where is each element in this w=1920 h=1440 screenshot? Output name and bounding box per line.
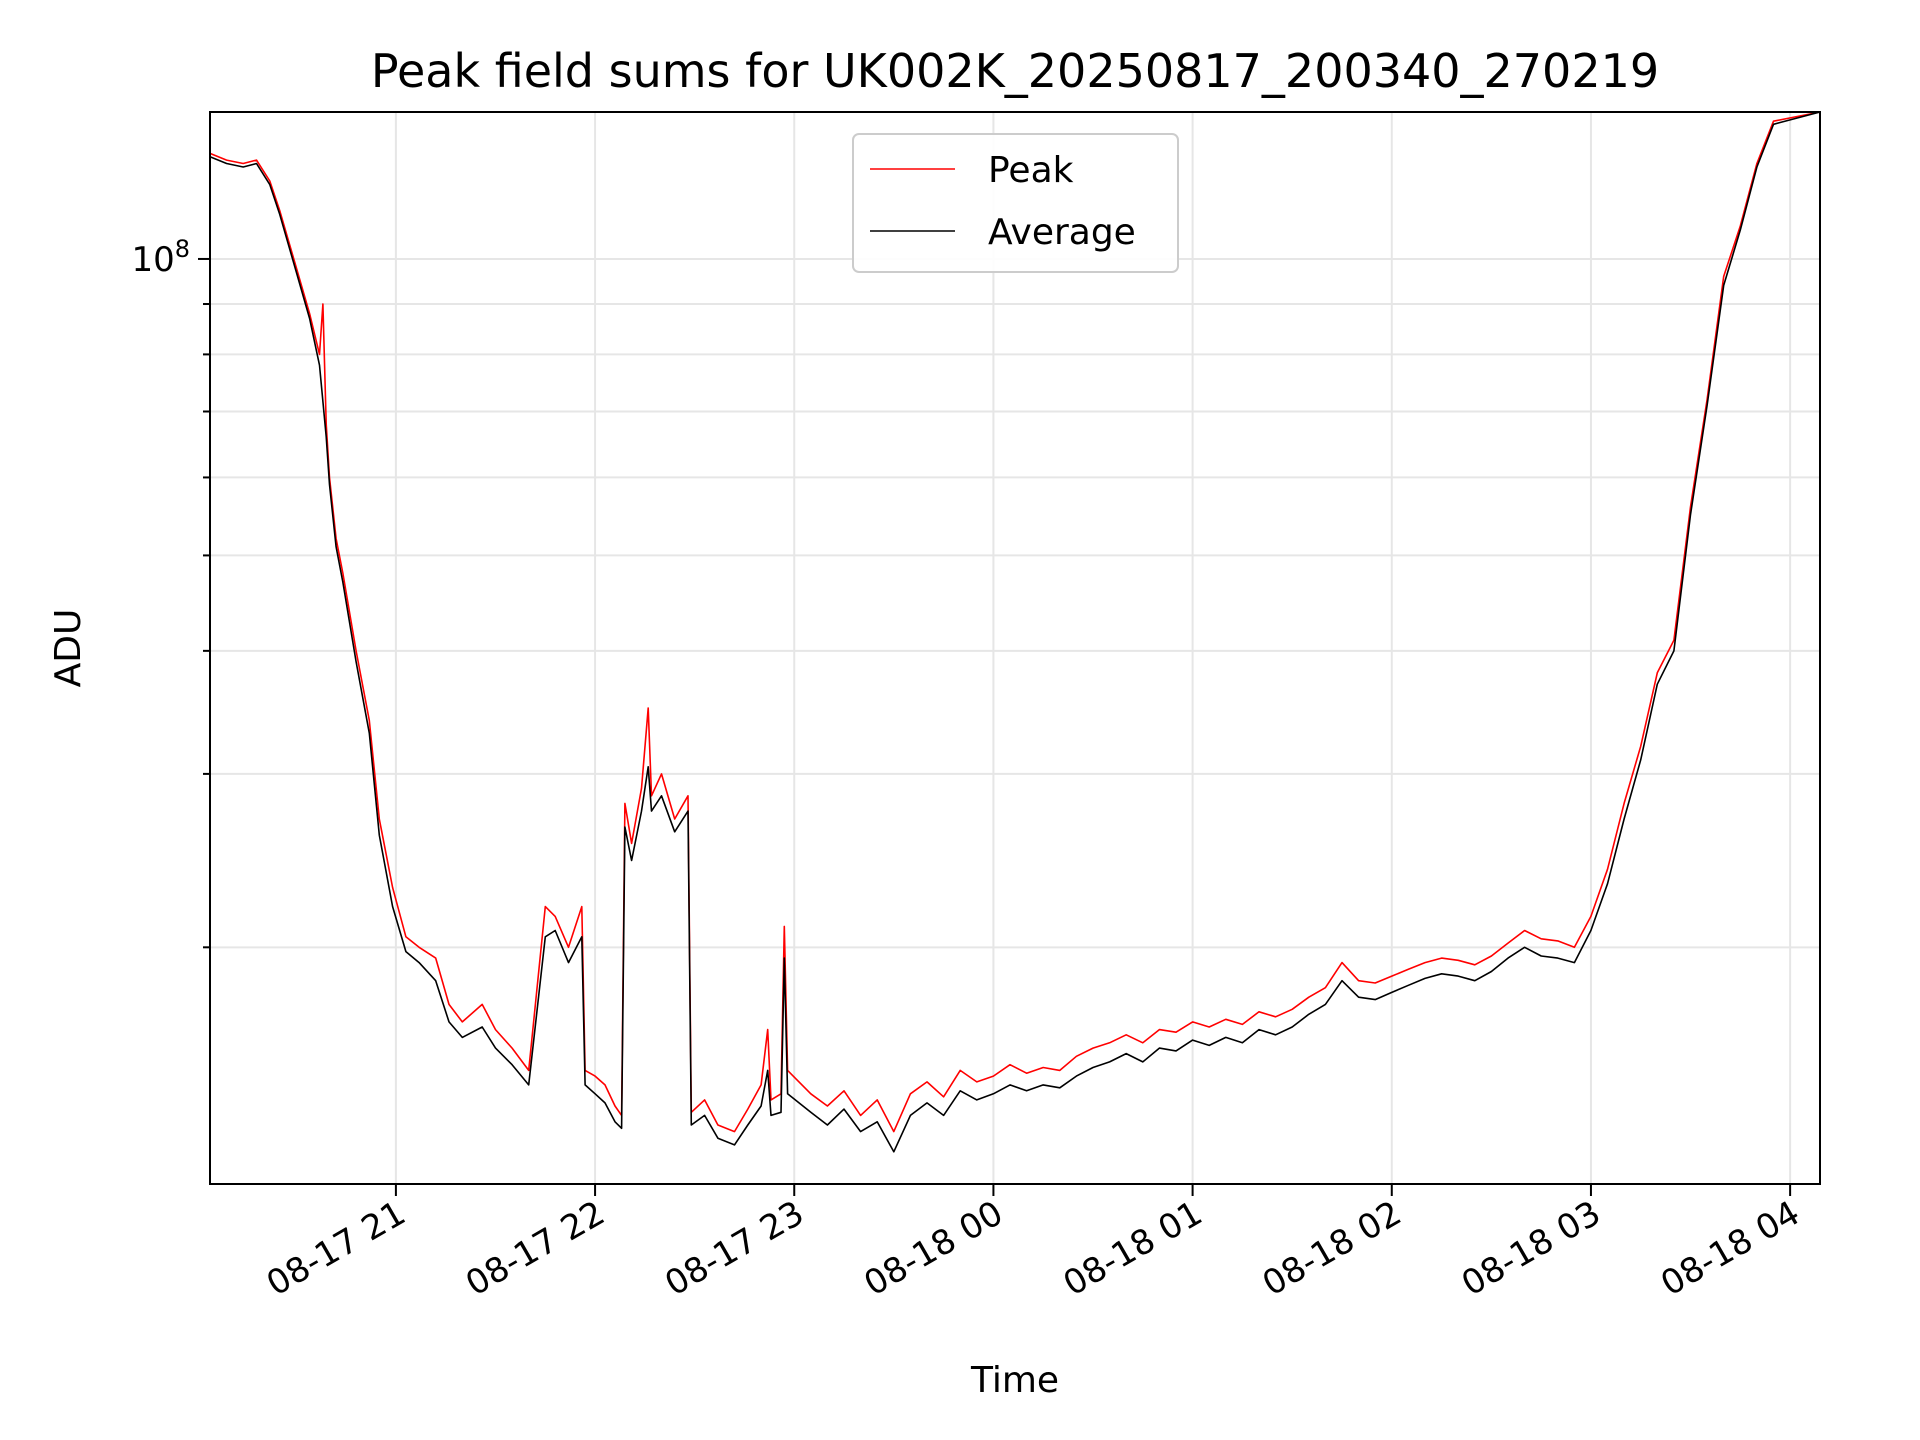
- y-axis: 108: [131, 235, 210, 949]
- series-line-peak: [209, 111, 1821, 1133]
- x-axis-label: Time: [970, 1360, 1059, 1401]
- legend-label-peak: Peak: [988, 150, 1074, 191]
- y-axis-label: ADU: [48, 609, 89, 688]
- grid: [210, 112, 1820, 1184]
- chart-title: Peak field sums for UK002K_20250817_2003…: [371, 44, 1659, 98]
- series-line-average: [209, 111, 1821, 1153]
- y-tick-label-exponent: 8: [175, 235, 190, 263]
- legend-label-average: Average: [988, 212, 1136, 253]
- y-tick-label: 108: [131, 235, 190, 280]
- plot-frame: [209, 111, 1821, 1185]
- legend: Peak Average: [852, 133, 1179, 273]
- y-tick-label-base: 10: [131, 240, 174, 280]
- series-layer: [209, 111, 1821, 1153]
